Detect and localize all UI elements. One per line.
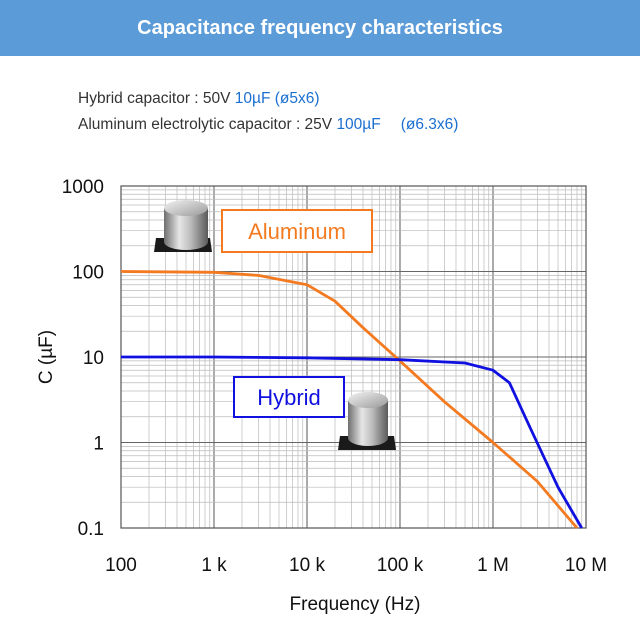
spec-aluminum-prefix: Aluminum electrolytic capacitor : 25V <box>78 116 337 133</box>
spec-hybrid-prefix: Hybrid capacitor : 50V <box>78 90 235 107</box>
spec-hybrid-size: (ø5x6) <box>274 90 320 107</box>
x-tick-label: 1 M <box>477 555 509 576</box>
x-tick-label: 100 k <box>377 555 424 576</box>
y-axis-title: C (µF) <box>36 330 57 384</box>
chart-title: Capacitance frequency characteristics <box>137 16 503 39</box>
x-axis-title: Frequency (Hz) <box>290 594 421 615</box>
y-tick-label: 100 <box>72 263 104 284</box>
series-line-hybrid <box>121 355 583 529</box>
spec-aluminum-size: (ø6.3x6) <box>400 116 459 133</box>
hybrid-label: Hybrid <box>233 376 345 418</box>
spec-aluminum-cap: 100µF <box>336 116 381 133</box>
aluminum-label: Aluminum <box>221 209 373 253</box>
chart-header: Capacitance frequency characteristics <box>0 0 640 56</box>
tick-labels: 100 1 k 10 k 100 k 1 M 10 M 0.1 1 10 100 1000 <box>62 177 607 576</box>
aluminum-capacitor-image <box>154 200 212 252</box>
spec-hybrid-cap: 10µF <box>234 90 271 107</box>
grid <box>120 185 587 529</box>
x-tick-label: 10 k <box>289 555 325 576</box>
y-tick-label: 10 <box>83 348 104 369</box>
series <box>120 270 583 529</box>
y-tick-label: 0.1 <box>78 519 104 540</box>
spec-hybrid: Hybrid capacitor : 50V 10µF (ø5x6) <box>78 86 458 112</box>
y-tick-label: 1 <box>93 434 104 455</box>
spec-block: Hybrid capacitor : 50V 10µF (ø5x6) Alumi… <box>78 86 458 138</box>
y-tick-label: 1000 <box>62 177 104 198</box>
hybrid-capacitor-image <box>338 392 396 450</box>
series-line-aluminum <box>120 270 579 529</box>
x-tick-label: 100 <box>105 555 137 576</box>
hybrid-label-text: Hybrid <box>257 385 321 410</box>
aluminum-label-text: Aluminum <box>248 219 346 244</box>
x-tick-label: 10 M <box>565 555 607 576</box>
x-tick-label: 1 k <box>201 555 227 576</box>
spec-aluminum: Aluminum electrolytic capacitor : 25V 10… <box>78 112 458 138</box>
